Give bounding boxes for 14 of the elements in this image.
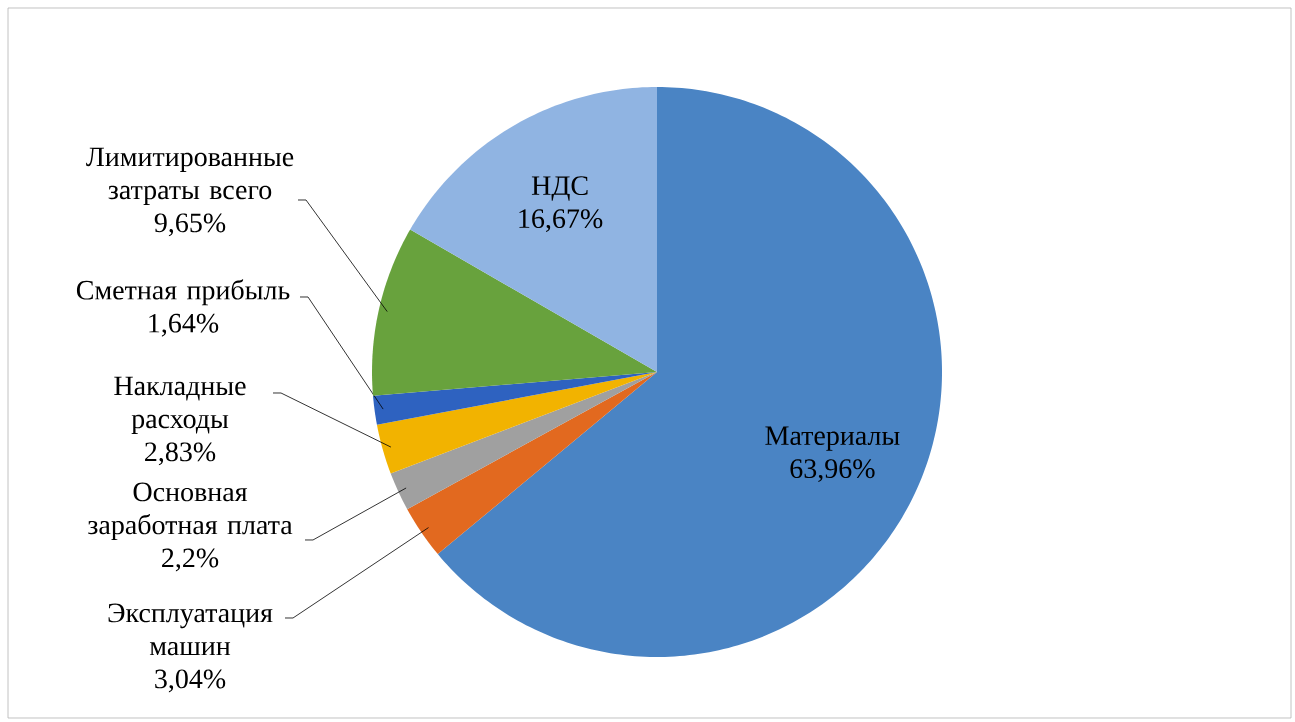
data-label: 9,65%: [154, 213, 226, 237]
data-label: 2,83%: [145, 442, 216, 466]
slice-label: Эксплуатация машин: [108, 603, 273, 656]
slice-label: Накладные расходы: [114, 376, 246, 434]
data-label: 3,04%: [155, 669, 226, 693]
data-label: 16,67%: [519, 209, 603, 233]
data-label: 63,96%: [790, 459, 875, 483]
slice-label: Материалы: [765, 426, 900, 451]
slice-label: Сметная прибыль: [76, 279, 290, 306]
slice-label: Лимитированные затраты всего: [86, 147, 294, 205]
data-label: 1,64%: [149, 313, 219, 337]
slice-label: Основная заработная плата: [88, 482, 293, 541]
slice-label: НДС: [531, 176, 588, 201]
data-label: 2,2%: [162, 548, 219, 572]
